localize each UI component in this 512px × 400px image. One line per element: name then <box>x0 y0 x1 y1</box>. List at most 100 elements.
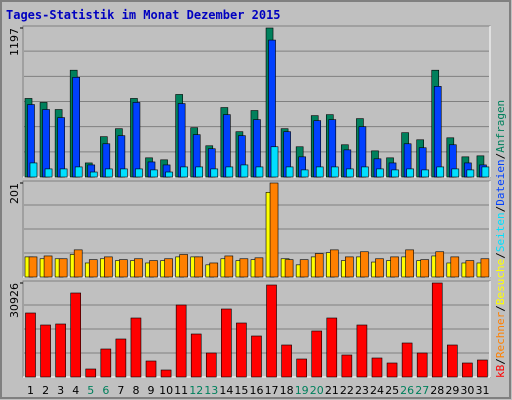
bar <box>100 348 112 378</box>
bar <box>462 362 473 378</box>
bar <box>59 168 68 178</box>
chart-title: Tages-Statistik im Monat Dezember 2015 <box>6 8 281 22</box>
bar <box>85 368 97 378</box>
bar <box>266 284 277 378</box>
bar <box>480 258 490 278</box>
bar <box>210 168 219 178</box>
bar <box>132 102 141 178</box>
bar <box>88 259 98 278</box>
x-tick-label: 8 <box>132 384 139 397</box>
x-tick-label: 16 <box>250 384 264 397</box>
legend-separator: / <box>494 153 507 160</box>
x-tick-label: 19 <box>295 384 309 397</box>
x-tick-label: 9 <box>148 384 155 397</box>
x-tick-label: 24 <box>370 384 384 397</box>
bar <box>58 258 68 278</box>
bar <box>341 354 353 378</box>
x-tick-label: 15 <box>234 384 248 397</box>
x-tick-label: 28 <box>430 384 444 397</box>
bar <box>130 317 142 378</box>
bar <box>254 257 264 278</box>
bar <box>70 292 81 378</box>
legend-entry: Dateien <box>494 159 507 205</box>
bar <box>360 251 369 278</box>
x-tick-label: 11 <box>174 384 188 397</box>
bar <box>190 333 202 378</box>
bar <box>255 166 264 178</box>
x-tick-label: 26 <box>400 384 414 397</box>
bar <box>209 262 219 278</box>
bar <box>371 357 383 378</box>
bar <box>119 259 128 278</box>
x-tick-label: 29 <box>445 384 459 397</box>
y-tick-label: 1197 <box>8 28 21 56</box>
bar <box>224 255 234 278</box>
bar <box>57 117 65 178</box>
bar <box>401 342 413 378</box>
bar <box>451 168 460 178</box>
bar <box>44 168 53 178</box>
legend-separator: / <box>494 206 507 213</box>
bar <box>135 168 143 178</box>
x-tick-label: 23 <box>355 384 369 397</box>
x-tick-label: 2 <box>42 384 49 397</box>
x-tick-label: 14 <box>219 384 233 397</box>
bar <box>120 168 128 178</box>
bar <box>390 256 399 278</box>
x-tick-label: 18 <box>280 384 294 397</box>
x-tick-label: 25 <box>385 384 399 397</box>
bar <box>269 182 279 278</box>
bar <box>180 166 188 178</box>
bar <box>150 169 158 178</box>
bar <box>416 352 428 378</box>
bar <box>477 359 488 378</box>
x-tick-label: 20 <box>310 384 324 397</box>
bar <box>346 168 354 178</box>
x-tick-label: 22 <box>340 384 354 397</box>
bar <box>55 323 66 378</box>
bar <box>74 166 83 178</box>
bar <box>29 162 38 178</box>
bar <box>194 256 204 278</box>
legend-separator: / <box>494 305 507 312</box>
bar <box>386 362 398 378</box>
x-tick-label: 17 <box>265 384 279 397</box>
bar <box>406 168 414 178</box>
bar <box>40 324 51 378</box>
bar <box>345 256 354 278</box>
bar <box>314 253 324 278</box>
bar <box>420 259 429 278</box>
legend-entry: Rechner <box>494 311 507 358</box>
bar <box>311 330 323 378</box>
bar <box>431 282 443 378</box>
bar <box>284 259 294 278</box>
bar <box>356 324 368 378</box>
bar <box>299 259 309 278</box>
x-tick-label: 3 <box>57 384 64 397</box>
x-tick-label: 4 <box>72 384 79 397</box>
bar <box>329 249 339 278</box>
bar <box>205 352 217 378</box>
x-tick-label: 31 <box>475 384 489 397</box>
x-tick-label: 1 <box>27 384 34 397</box>
legend-entry: Seiten <box>494 212 507 252</box>
x-tick-label: 7 <box>117 384 124 397</box>
bar <box>466 169 475 178</box>
bar <box>270 146 279 178</box>
bar <box>465 260 475 278</box>
y-tick-label: 201 <box>8 183 21 204</box>
legend: kB/Rechner/Besuche/Seiten/Dateien/Anfrag… <box>494 100 507 378</box>
bar <box>376 168 384 178</box>
bar <box>330 166 339 178</box>
bar <box>251 335 262 378</box>
bar <box>300 169 309 178</box>
bar <box>134 258 143 278</box>
y-tick-label: 30926 <box>8 283 21 318</box>
bar <box>179 254 188 278</box>
bar <box>73 249 83 278</box>
bar <box>165 171 173 178</box>
bar <box>433 86 442 178</box>
bar <box>450 256 460 278</box>
